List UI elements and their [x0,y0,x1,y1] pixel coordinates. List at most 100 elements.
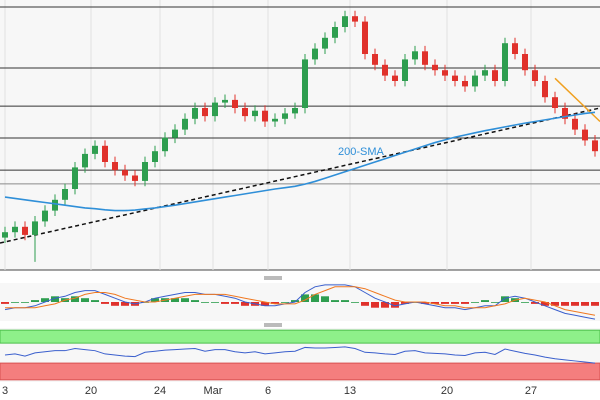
trendline [0,107,600,244]
macd-bar [321,296,329,302]
sma-line [4,111,596,212]
candle-body [172,129,178,138]
candle-body [592,140,598,152]
overbought-band [0,329,600,344]
candle-body [212,102,218,117]
candle-body [272,118,278,122]
macd-bar [421,302,429,304]
macd-bar [291,300,299,302]
macd-bar [211,302,219,303]
candle-body [462,81,468,87]
macd-bar [11,302,19,303]
macd-bar [121,302,129,306]
candle-body [122,170,128,176]
macd-bar [391,302,399,308]
candle-body [502,43,508,81]
candle-body [52,199,58,211]
candle-body [22,226,28,235]
macd-bar [491,302,499,303]
macd-bar [91,300,99,302]
macd-bar [201,302,209,303]
macd-bar [441,302,449,304]
candle-body [152,151,158,162]
x-tick-label: 27 [525,385,537,397]
macd-bar [101,302,109,304]
macd-bar [111,302,119,306]
macd-bar [521,302,529,303]
candle-body [322,37,328,49]
candle-body [372,54,378,65]
macd-bar [571,302,579,306]
resistance-line [554,77,600,123]
signal-line [5,286,596,316]
candle-body [282,113,288,119]
candle-body [522,54,528,71]
macd-bar [261,302,269,306]
x-tick-label: 20 [441,385,453,397]
sma-label: 200-SMA [338,146,385,158]
macd-bar [591,302,599,306]
candle-body [542,81,548,98]
candle-body [242,108,248,117]
candle-body [572,118,578,130]
macd-bar [311,294,319,302]
candle-body [262,110,268,122]
candle-body [142,162,148,181]
macd-bar [501,296,509,302]
macd-bar [181,298,189,302]
macd-bar [581,302,589,306]
candle-body [42,210,48,222]
macd-bar [401,302,409,304]
candle-body [62,189,68,200]
macd-bar [561,302,569,306]
macd-bar [271,302,279,304]
candle-body [332,27,338,38]
candle-body [292,108,298,114]
candle-body [402,59,408,81]
candle-body [382,64,388,76]
rsi-line [4,346,596,364]
candle-body [532,70,538,81]
macd-bar [51,296,59,302]
candle-body [482,70,488,76]
macd-bar [331,300,339,302]
candle-body [192,108,198,119]
macd-bar [171,298,179,302]
macd-bar [551,302,559,306]
macd-bar [1,302,9,304]
macd-bar [541,302,549,306]
candle-body [512,43,518,54]
x-tick-label: 6 [265,385,271,397]
candle-body [32,221,38,235]
macd-bar [231,302,239,304]
price-pane [0,0,600,270]
candle-body [162,137,168,152]
macd-line [4,284,596,320]
candle-body [12,226,18,233]
macd-bar [351,302,359,303]
x-tick-label: 13 [344,385,356,397]
candle-body [202,108,208,117]
macd-bar [531,302,539,304]
candle-body [342,16,348,27]
macd-bar [451,302,459,304]
macd-bar [221,302,229,304]
macd-bar [371,302,379,308]
candle-body [412,51,418,60]
macd-bar [481,300,489,302]
candle-body [442,70,448,76]
candle-body [2,232,8,238]
candle-body [582,129,588,141]
candle-body [102,145,108,162]
candle-body [352,16,358,22]
macd-bar [191,300,199,302]
x-tick-label: Mar [204,385,223,397]
pane-grip [264,323,282,327]
macd-bar [381,302,389,308]
x-tick-label: 3 [2,385,8,397]
macd-bar [461,302,469,304]
candle-body [452,75,458,81]
candle-body [82,153,88,168]
